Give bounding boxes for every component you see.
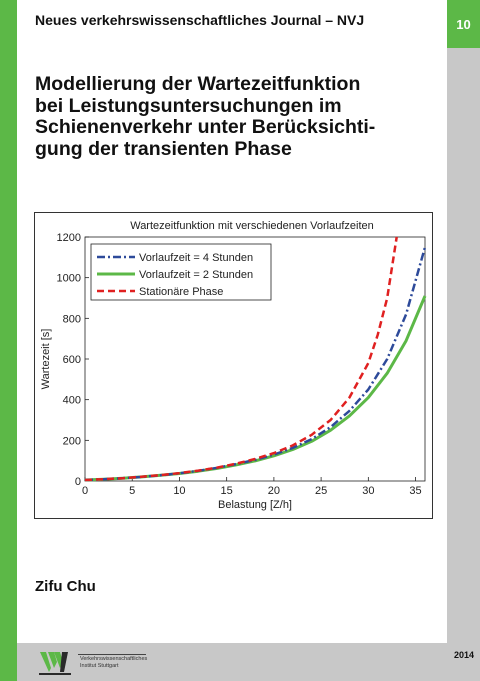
book-title-line: gung der transienten Phase [35, 137, 292, 160]
x-tick-label: 5 [129, 485, 135, 497]
book-title-line: Schienenverkehr unter Berücksichti- [35, 116, 376, 138]
x-tick-label: 25 [315, 485, 327, 497]
y-tick-label: 600 [63, 354, 81, 366]
legend-label: Vorlaufzeit = 4 Stunden [139, 252, 253, 264]
author-name: Zifu Chu [35, 578, 96, 595]
x-tick-label: 20 [268, 485, 280, 497]
logo-divider [78, 654, 146, 655]
right-gray-bar [447, 0, 480, 681]
y-tick-label: 1000 [57, 273, 81, 285]
y-tick-label: 1200 [57, 232, 81, 244]
chart-title: Wartezeitfunktion mit verschiedenen Vorl… [130, 220, 374, 232]
x-tick-label: 15 [221, 485, 233, 497]
publisher-line: Verkehrswissenschaftliches [80, 656, 148, 662]
x-tick-label: 30 [362, 485, 374, 497]
book-title: Modellierung der Wartezeitfunktion bei L… [35, 73, 445, 160]
y-tick-label: 200 [63, 435, 81, 447]
x-tick-label: 35 [409, 485, 421, 497]
y-axis-label: Wartezeit [s] [40, 329, 52, 390]
y-tick-label: 800 [63, 313, 81, 325]
legend-label: Stationäre Phase [139, 286, 223, 298]
vwi-logo-icon [39, 652, 71, 675]
x-axis-label: Belastung [Z/h] [218, 499, 292, 511]
chart-svg: Wartezeitfunktion mit verschiedenen Vorl… [40, 220, 427, 511]
y-tick-label: 0 [75, 476, 81, 488]
book-title-line: bei Leistungsuntersuchungen im [35, 94, 342, 117]
x-tick-label: 0 [82, 485, 88, 497]
x-tick-label: 10 [173, 485, 185, 497]
series-line [84, 236, 398, 482]
journal-title: Neues verkehrswissenschaftliches Journal… [35, 12, 365, 28]
publisher-line: Institut Stuttgart [80, 663, 119, 669]
publisher-name: Verkehrswissenschaftliches Institut Stut… [80, 656, 147, 670]
chart-figure: Wartezeitfunktion mit verschiedenen Vorl… [34, 212, 433, 519]
left-green-bar [0, 0, 17, 681]
legend-box [90, 243, 272, 301]
y-tick-label: 400 [63, 395, 81, 407]
series-line [84, 295, 427, 482]
publication-year: 2014 [453, 650, 475, 660]
volume-number: 10 [447, 0, 480, 48]
legend-label: Vorlaufzeit = 2 Stunden [139, 269, 253, 281]
book-title-line: Modellierung der Wartezeitfunktion [35, 73, 361, 95]
bottom-band [17, 643, 447, 681]
